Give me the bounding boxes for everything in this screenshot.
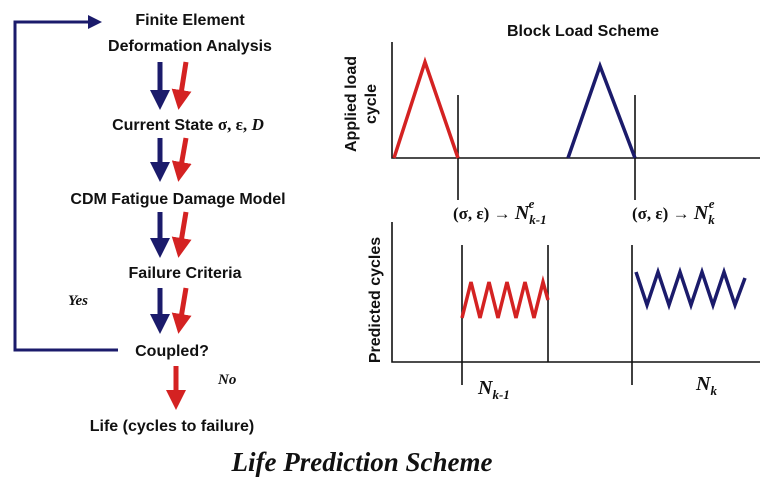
block-symbol: N: [695, 373, 712, 395]
marker-label: (σ, ε) → Nk-1e: [453, 196, 547, 227]
node-label: Failure Criteria: [129, 265, 242, 282]
marker-superscript: e: [709, 196, 715, 211]
node-label: Finite Element: [135, 12, 245, 29]
node-label: Deformation Analysis: [108, 38, 272, 55]
axis-label: Applied load: [343, 56, 360, 152]
marker-symbol: N: [514, 202, 531, 224]
yes-label: Yes: [68, 293, 88, 309]
marker-superscript: e: [529, 196, 535, 211]
node-label: Current State σ, ε, D: [112, 115, 264, 134]
caption: Life Prediction Scheme: [231, 447, 493, 477]
marker-label: (σ, ε) → Nke: [632, 196, 715, 227]
block-subscript: k: [710, 383, 717, 398]
axis-label: cycle: [363, 84, 380, 124]
load-cycle: [566, 60, 637, 159]
loop-arrow-head: [88, 15, 102, 29]
node-variable: D: [251, 115, 264, 134]
block-label: Nk: [695, 373, 717, 398]
predicted-cycles: [634, 266, 747, 311]
block-subscript: k-1: [492, 387, 509, 402]
marker-subscript: k-1: [529, 212, 546, 227]
block-label: Nk-1: [477, 377, 510, 402]
top-axes: [391, 42, 760, 159]
axis-label: Predicted cycles: [367, 237, 384, 363]
loop-arrow: [13, 20, 118, 352]
node-label: CDM Fatigue Damage Model: [70, 191, 285, 208]
marker-symbol: N: [693, 202, 710, 224]
bottom-axes: [391, 222, 760, 363]
block-symbol: N: [477, 377, 494, 399]
load-cycle: [392, 56, 460, 159]
arrows: [150, 61, 192, 410]
predicted-cycles: [460, 275, 550, 319]
marker-prefix: (σ, ε) →: [632, 204, 690, 223]
marker-subscript: k: [708, 212, 715, 227]
node-label: Coupled?: [135, 343, 209, 360]
node-text: Current State: [112, 117, 213, 134]
no-label: No: [217, 372, 236, 388]
marker-prefix: (σ, ε) →: [453, 204, 511, 223]
node-label: Life (cycles to failure): [90, 418, 255, 435]
block-title: Block Load Scheme: [507, 23, 659, 40]
node-symbols: σ, ε,: [218, 115, 247, 134]
